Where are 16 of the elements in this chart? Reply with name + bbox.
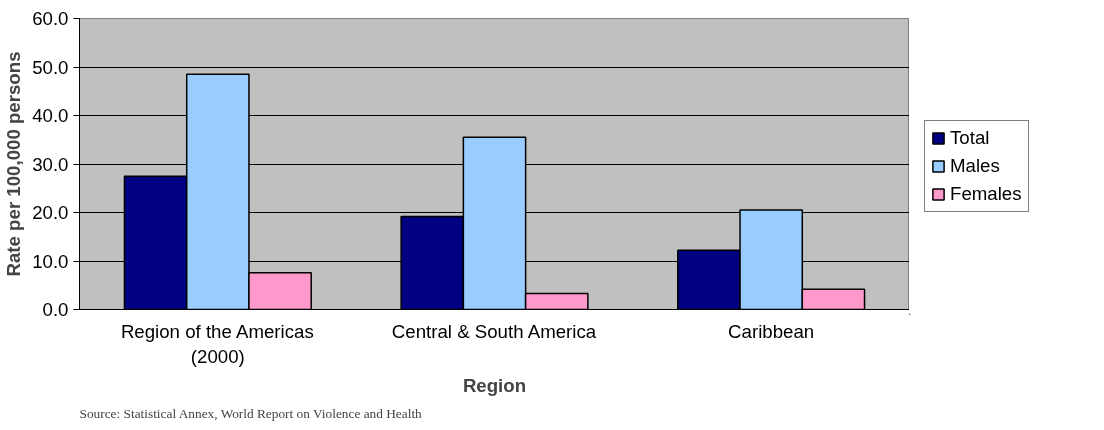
y-tick-label: 50.0 (32, 56, 69, 78)
legend-label: Females (950, 183, 1022, 205)
x-tick-label: Caribbean (728, 320, 815, 342)
x-tick-label: Region of the Americas (2000) (120, 320, 314, 367)
y-tick-label: 0.0 (42, 299, 69, 320)
x-tick-label: Central & South America (391, 320, 597, 342)
y-tick-label: 10.0 (32, 250, 69, 272)
y-axis-title: Rate per 100,000 persons (3, 51, 25, 277)
y-tick-label: 40.0 (32, 105, 69, 126)
legend-label: Males (950, 155, 1000, 177)
source-note: Source: Statistical Annex, World Report on Violence and Health (79, 405, 423, 421)
legend-label: Total (950, 127, 990, 149)
y-tick-label: 30.0 (32, 153, 69, 175)
y-tick-label: 60.0 (32, 8, 69, 29)
x-axis-title: Region (462, 374, 527, 396)
y-tick-label: 20.0 (32, 202, 69, 223)
